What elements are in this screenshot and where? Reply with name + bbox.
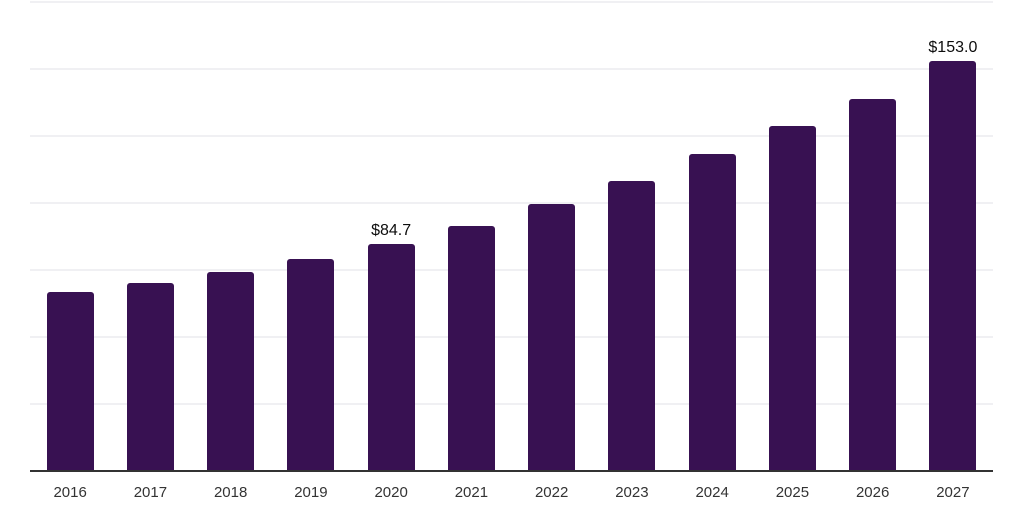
bar-band-2022: [512, 2, 592, 471]
bar-band-2023: [592, 2, 672, 471]
gridline-125: [30, 135, 993, 137]
x-tick-label-2025: 2025: [775, 484, 810, 501]
x-tick-label-2020: 2020: [374, 484, 408, 501]
bar-2025: [768, 126, 816, 471]
x-tick-label-2023: 2023: [615, 484, 649, 501]
value-label-2020: $84.7: [371, 222, 412, 240]
x-tick-label-2021: 2021: [454, 484, 489, 501]
bar-band-2026: [833, 2, 913, 471]
x-tick-label-2024: 2024: [695, 484, 729, 501]
x-tick-label-2019: 2019: [294, 484, 328, 501]
bar-band-2019: [271, 2, 351, 471]
bar-band-2020: $84.7: [351, 2, 431, 471]
bar-2026: [849, 99, 897, 471]
bar-band-2018: [191, 2, 271, 471]
gridline-100: [30, 202, 993, 204]
bar-band-2027: $153.0: [913, 2, 993, 471]
x-tick-label-2027: 2027: [936, 484, 970, 501]
x-tick-label-2017: 2017: [133, 484, 168, 501]
bar-band-2017: [110, 2, 190, 471]
bar-2019: [287, 258, 335, 471]
bar-2018: [207, 271, 255, 471]
bar-band-2025: [752, 2, 832, 471]
gridline-25: [30, 403, 993, 405]
bar-2017: [126, 282, 174, 471]
x-tick-label-2022: 2022: [534, 484, 569, 501]
gridline-75: [30, 269, 993, 271]
bar-band-2024: [672, 2, 752, 471]
bar-2023: [608, 181, 656, 471]
gridline-150: [30, 68, 993, 70]
x-tick-label-2018: 2018: [213, 484, 248, 501]
bar-band-2021: [431, 2, 511, 471]
bar-2024: [688, 153, 736, 471]
x-tick-label-2026: 2026: [855, 484, 890, 501]
bar-2020: $84.7: [367, 222, 415, 471]
gridline-50: [30, 336, 993, 338]
gridline-175: [30, 1, 993, 3]
x-tick-label-2016: 2016: [53, 484, 87, 501]
bar-2027: $153.0: [928, 39, 977, 471]
x-axis-baseline: [30, 470, 993, 472]
bars-container: $84.7 $153.0: [30, 2, 993, 471]
value-label-2027: $153.0: [928, 38, 978, 56]
bar-2021: [447, 225, 495, 471]
bar-2016: [46, 291, 94, 471]
bar-2022: [528, 203, 576, 471]
x-axis-tick-labels: 2016 2017 2018 2019 2020 2021 2022 2023 2024 2025…: [30, 473, 993, 501]
bar-band-2016: [30, 2, 110, 471]
plot-area: $84.7 $153.0: [30, 1, 993, 472]
